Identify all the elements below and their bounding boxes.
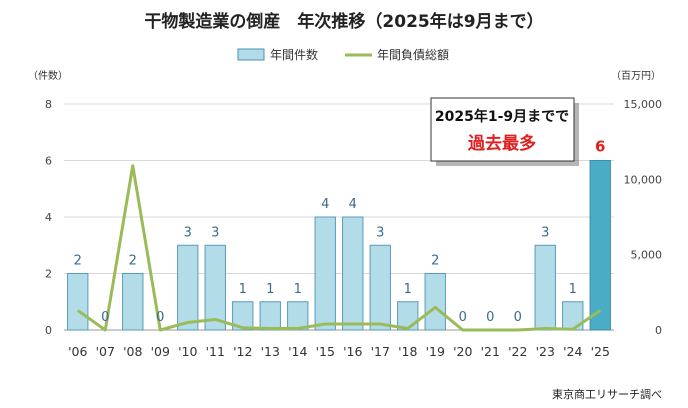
legend-bar-swatch <box>237 48 265 61</box>
bar <box>314 216 336 331</box>
bar <box>177 244 199 331</box>
x-tick-label: '24 <box>563 344 582 359</box>
left-tick-label: 0 <box>45 324 52 337</box>
bar-value-label: 1 <box>569 282 577 297</box>
left-tick-label: 8 <box>45 98 52 111</box>
bar-value-label: 2 <box>74 254 82 269</box>
x-tick-label: '17 <box>371 344 390 359</box>
debt-line <box>76 164 602 332</box>
bar-value-label: 3 <box>541 225 549 240</box>
left-tick-label: 2 <box>45 268 52 281</box>
x-tick-label: '15 <box>316 344 335 359</box>
source-note: 東京商工リサーチ調べ <box>552 387 662 401</box>
bar <box>67 273 89 331</box>
bars <box>67 160 611 331</box>
bar-value-label: 1 <box>404 282 412 297</box>
legend-line-label: 年間負債総額 <box>377 47 449 62</box>
bar <box>589 160 611 331</box>
x-tick-label: '25 <box>591 344 610 359</box>
right-tick-label: 15,000 <box>624 98 663 111</box>
x-tick-label: '14 <box>288 344 307 359</box>
bar <box>122 273 144 331</box>
bar <box>424 273 446 331</box>
bar-value-label: 3 <box>211 225 219 240</box>
left-axis-ticks: 0 2 4 6 8 <box>45 98 52 337</box>
left-tick-label: 4 <box>45 211 52 224</box>
x-tick-label: '10 <box>178 344 197 359</box>
bar-value-label: 3 <box>376 225 384 240</box>
x-tick-label: '13 <box>261 344 280 359</box>
bar-value-label: 0 <box>459 310 467 325</box>
bar-value-label: 6 <box>595 138 605 156</box>
bar <box>397 301 419 331</box>
right-axis-unit: （百万円） <box>611 70 661 82</box>
x-tick-label: '23 <box>536 344 555 359</box>
bar <box>342 216 364 331</box>
x-tick-label: '08 <box>123 344 142 359</box>
bar-value-label: 4 <box>349 197 357 212</box>
bar <box>259 301 281 331</box>
x-tick-label: '12 <box>233 344 252 359</box>
gridlines <box>64 103 614 331</box>
x-tick-label: '22 <box>508 344 527 359</box>
bar-value-labels: 2 0 2 0 3 3 1 1 1 4 4 3 1 2 0 0 0 3 1 6 <box>74 138 606 326</box>
left-axis-unit: （件数） <box>28 69 68 82</box>
bar-value-label: 0 <box>486 310 494 325</box>
bar-value-label: 0 <box>156 310 164 325</box>
bar-value-label: 2 <box>129 254 137 269</box>
right-tick-label: 0 <box>655 324 662 337</box>
right-axis-ticks: 0 5,000 10,000 15,000 <box>624 98 663 337</box>
bar <box>204 244 226 331</box>
x-tick-label: '19 <box>426 344 445 359</box>
x-tick-label: '20 <box>453 344 472 359</box>
bar-value-label: 1 <box>266 282 274 297</box>
bar-value-label: 1 <box>239 282 247 297</box>
x-tick-label: '06 <box>68 344 87 359</box>
bar <box>369 244 391 331</box>
bar-value-label: 4 <box>321 197 329 212</box>
bar-value-label: 0 <box>101 310 109 325</box>
x-tick-label: '07 <box>96 344 115 359</box>
bar-value-label: 3 <box>184 225 192 240</box>
bar <box>232 301 254 331</box>
annotation-line2: 過去最多 <box>468 133 536 154</box>
bar-value-label: 2 <box>431 254 439 269</box>
annotation-box: 2025年1-9月までで 過去最多 <box>430 97 579 166</box>
x-tick-label: '16 <box>343 344 362 359</box>
bar-value-label: 0 <box>514 310 522 325</box>
right-tick-label: 10,000 <box>624 173 663 186</box>
debt-line-series <box>76 164 602 332</box>
x-axis-ticks: '06 '07 '08 '09 '10 '11 '12 '13 '14 '15 '16 '17 '18 '… <box>68 344 610 359</box>
x-tick-label: '18 <box>398 344 417 359</box>
bar <box>534 244 556 331</box>
x-tick-label: '09 <box>151 344 170 359</box>
right-tick-label: 5,000 <box>631 249 663 262</box>
x-tick-label: '21 <box>481 344 500 359</box>
bar <box>287 301 309 331</box>
legend-bar-label: 年間件数 <box>270 47 318 62</box>
chart-title: 干物製造業の倒産 年次推移（2025年は9月まで） <box>144 11 543 32</box>
annotation-line1: 2025年1-9月までで <box>435 108 569 125</box>
left-tick-label: 6 <box>45 155 52 168</box>
bar-value-label: 1 <box>294 282 302 297</box>
x-tick-label: '11 <box>206 344 225 359</box>
